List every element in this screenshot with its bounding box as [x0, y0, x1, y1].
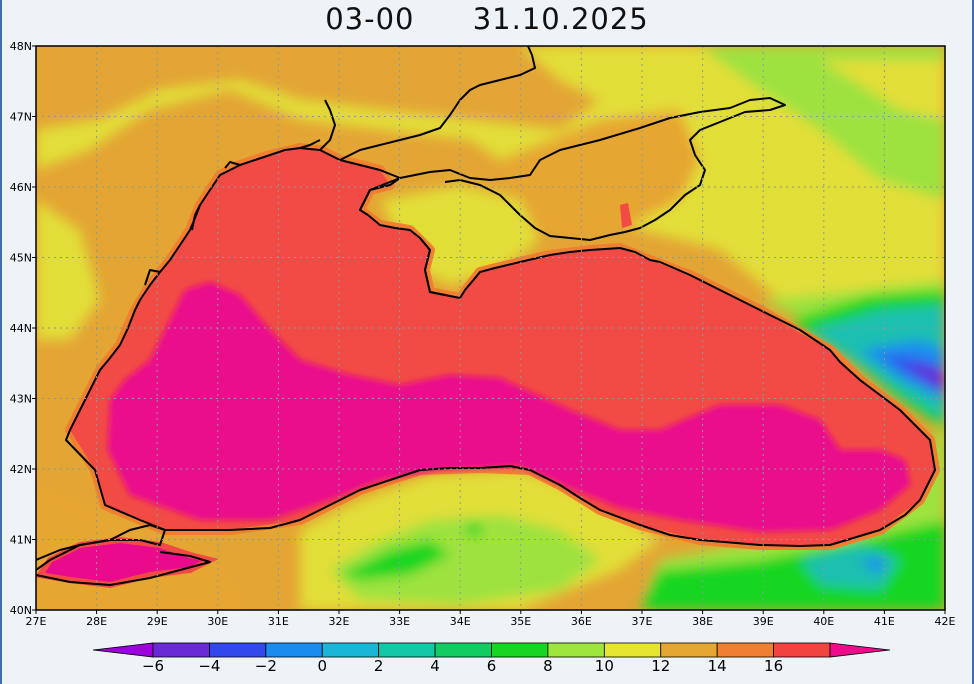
lon-tick-label: 28E: [86, 615, 107, 628]
lat-tick-label: 45N: [10, 252, 32, 265]
colorbar-label: 12: [651, 657, 670, 675]
colorbar-label: 8: [543, 657, 553, 675]
colorbar-label: −4: [198, 657, 220, 675]
latitude-axis: 48N 47N 46N 45N 44N 43N 42N 41N 40N: [10, 40, 36, 617]
lon-tick-label: 39E: [753, 615, 774, 628]
colorbar-max-arrow: [829, 642, 891, 658]
colorbar-label: 0: [317, 657, 327, 675]
lon-tick-label: 34E: [450, 615, 471, 628]
lon-tick-label: 40E: [813, 615, 834, 628]
forecast-hour: 03-00: [325, 2, 415, 36]
coastline: [36, 46, 936, 586]
colorbar-box: [434, 642, 492, 658]
colorbar-box: [378, 642, 436, 658]
map-title: 03-00 31.10.2025: [0, 2, 974, 36]
colorbar-box: [660, 642, 718, 658]
colorbar-label: 16: [764, 657, 783, 675]
colorbar-label: 10: [595, 657, 614, 675]
lon-tick-label: 33E: [389, 615, 410, 628]
colorbar-box: [547, 642, 605, 658]
lat-tick-label: 40N: [10, 604, 32, 617]
colorbar-label: 14: [708, 657, 727, 675]
lat-tick-label: 42N: [10, 463, 32, 476]
colorbar-box: [773, 642, 831, 658]
colorbar-box: [152, 642, 210, 658]
lon-tick-label: 32E: [329, 615, 350, 628]
lat-tick-label: 43N: [10, 393, 32, 406]
colorbar-box: [603, 642, 662, 658]
graticule: [36, 46, 945, 610]
lat-tick-label: 48N: [10, 40, 32, 53]
lon-tick-label: 36E: [571, 615, 592, 628]
lat-tick-label: 47N: [10, 111, 32, 124]
colorbar-box: [321, 642, 380, 658]
lon-tick-label: 37E: [632, 615, 653, 628]
longitude-axis: 27E 28E 29E 30E 31E 32E 33E 34E 35E 36E 37E 38E 39E 4…: [26, 610, 956, 628]
colorbar-label: 6: [487, 657, 497, 675]
lon-tick-label: 42E: [935, 615, 956, 628]
lon-tick-label: 27E: [26, 615, 47, 628]
colorbar-label: 2: [374, 657, 384, 675]
colorbar-label: −6: [142, 657, 164, 675]
colorbar-box: [491, 642, 549, 658]
lon-tick-label: 38E: [692, 615, 713, 628]
lon-tick-label: 31E: [268, 615, 289, 628]
lat-tick-label: 46N: [10, 181, 32, 194]
colorbar-label: −2: [255, 657, 277, 675]
lon-tick-label: 35E: [510, 615, 531, 628]
lat-tick-label: 44N: [10, 322, 32, 335]
plot-area: [36, 46, 945, 610]
lat-tick-label: 41N: [10, 534, 32, 547]
colorbar-box: [265, 642, 323, 658]
window-right-edge: [972, 0, 974, 684]
colorbar-box: [716, 642, 774, 658]
window-left-edge: [0, 0, 2, 684]
colorbar-box: [209, 642, 267, 658]
lon-tick-label: 29E: [147, 615, 168, 628]
colorbar-min-arrow: [92, 642, 154, 658]
colorbar-label: 4: [430, 657, 440, 675]
lon-tick-label: 41E: [874, 615, 895, 628]
forecast-date: 31.10.2025: [472, 2, 649, 36]
colorbar: −6 −4 −2 0 2 4 6 8 10 12 14 16: [92, 642, 891, 675]
lon-tick-label: 30E: [207, 615, 228, 628]
